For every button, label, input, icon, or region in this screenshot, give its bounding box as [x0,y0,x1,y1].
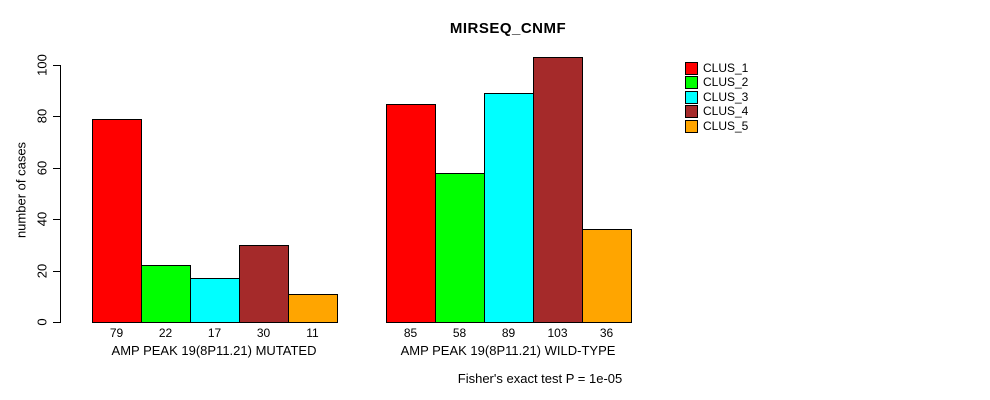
bar-clus_3 [190,278,240,323]
legend-label: CLUS_1 [703,61,749,75]
bar-clus_5 [288,294,338,323]
bar-value-label: 89 [501,326,516,340]
y-tick-label: 20 [34,263,50,278]
bar-clus_2 [435,173,485,323]
chart-title: MIRSEQ_CNMF [449,20,567,37]
bar-value-label: 79 [109,326,124,340]
y-tick [53,270,60,272]
bar-clus_2 [141,265,191,323]
bar-clus_3 [484,93,534,323]
bar-clus_1 [386,104,436,323]
legend-row: CLUS_4 [685,104,749,119]
legend-label: CLUS_2 [703,75,749,90]
legend-label: CLUS_3 [703,89,749,104]
bar-value-label: 30 [256,326,271,340]
y-tick [53,219,60,221]
bar-value-label: 103 [547,326,568,340]
bar-value-label: 36 [599,326,614,340]
legend-swatch-clus_3 [685,90,698,104]
bar-value-label: 58 [452,326,467,340]
legend-swatch-clus_5 [685,119,698,133]
legend-row: CLUS_2 [685,75,749,90]
group-label-wildtype: AMP PEAK 19(8P11.21) WILD-TYPE [400,343,616,358]
bar-clus_4 [239,245,289,323]
y-tick-label: 100 [34,54,50,76]
caption: Fisher's exact test P = 1e-05 [457,371,623,386]
legend-swatch-clus_1 [685,62,698,75]
legend-row: CLUS_1 [685,62,748,75]
bar-value-label: 85 [403,326,418,340]
y-tick-label: 80 [34,109,50,124]
bar-clus_5 [582,229,632,323]
legend-row: CLUS_5 [685,118,749,133]
bar-value-label: 11 [306,326,319,340]
group-label-mutated: AMP PEAK 19(8P11.21) MUTATED [111,343,317,358]
bar-clus_1 [92,119,142,323]
bar-value-label: 22 [158,326,173,340]
y-tick-label: 0 [34,318,50,326]
legend-swatch-clus_2 [685,76,698,90]
y-tick-label: 60 [34,160,50,176]
y-tick [53,65,60,66]
legend-swatch-clus_4 [685,105,698,119]
y-tick [53,322,60,323]
y-tick-label: 40 [34,211,50,227]
y-axis-label: number of cases [13,141,29,239]
y-tick [53,116,60,118]
bar-clus_4 [533,57,583,323]
legend-label: CLUS_4 [703,104,749,119]
y-axis [60,65,61,323]
legend-label: CLUS_5 [703,118,749,133]
y-tick [53,167,60,169]
legend-row: CLUS_3 [685,89,749,104]
bar-value-label: 17 [207,326,222,340]
